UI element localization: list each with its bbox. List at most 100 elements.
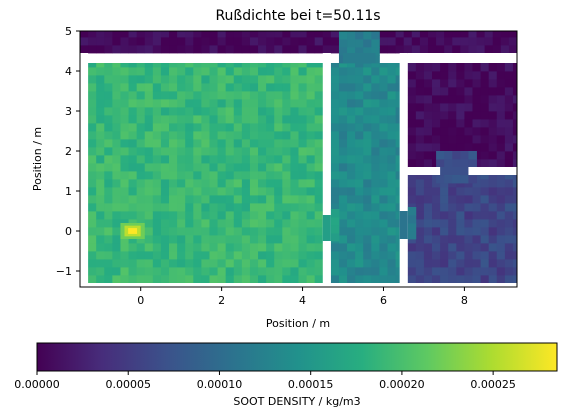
heatmap-cell <box>128 259 138 268</box>
heatmap-cell <box>233 147 243 156</box>
heatmap-cell <box>444 37 453 46</box>
heatmap-cell <box>104 227 113 236</box>
heatmap-cell <box>193 243 202 252</box>
heatmap-cell <box>440 127 449 136</box>
heatmap-cell <box>112 171 121 180</box>
heatmap-cell <box>379 243 388 252</box>
heatmap-cell <box>128 147 138 156</box>
hotspot <box>128 228 138 234</box>
heatmap-cell <box>512 127 518 136</box>
heatmap-cell <box>217 251 227 260</box>
heatmap-cell <box>379 219 388 228</box>
heatmap-cell <box>440 195 449 204</box>
heatmap-cell <box>104 171 113 180</box>
heatmap-cell <box>504 79 514 88</box>
heatmap-cell <box>395 243 401 252</box>
heatmap-cell <box>440 211 449 220</box>
heatmap-cell <box>347 275 356 284</box>
heatmap-cell <box>379 91 388 100</box>
heatmap-cell <box>363 235 372 244</box>
heatmap-cell <box>504 111 514 120</box>
heatmap-cell <box>314 267 324 276</box>
heatmap-cell <box>480 243 490 252</box>
heatmap-cell <box>330 171 340 180</box>
heatmap-cell <box>298 179 307 188</box>
heatmap-cell <box>201 67 210 76</box>
heatmap-cell <box>128 83 138 92</box>
heatmap-cell <box>347 203 356 212</box>
heatmap-cell <box>177 259 186 268</box>
heatmap-cell <box>88 275 97 284</box>
heatmap-cell <box>355 267 364 276</box>
heatmap-cell <box>407 111 417 120</box>
heatmap-cell <box>306 275 316 284</box>
heatmap-cell <box>233 75 243 84</box>
heatmap-cell <box>371 131 380 140</box>
heatmap-cell <box>96 75 105 84</box>
heatmap-cell <box>411 37 421 46</box>
heatmap-cell <box>440 119 449 128</box>
heatmap-cell <box>456 111 465 120</box>
plume-cell <box>330 233 340 242</box>
heatmap-cell <box>152 45 162 54</box>
heatmap-cell <box>128 139 138 148</box>
heatmap-cell <box>258 251 267 260</box>
heatmap-cell <box>160 171 170 180</box>
heatmap-cell <box>464 127 473 136</box>
heatmap-cell <box>448 195 457 204</box>
heatmap-cell <box>144 163 154 172</box>
heatmap-cell <box>314 115 324 124</box>
heatmap-cell <box>432 63 441 72</box>
heatmap-cell <box>512 87 518 96</box>
heatmap-cell <box>136 115 146 124</box>
heatmap-cell <box>480 235 490 244</box>
heatmap-cell <box>258 31 267 38</box>
heatmap-cell <box>480 275 490 284</box>
heatmap-cell <box>290 163 299 172</box>
heatmap-cell <box>249 259 259 268</box>
heatmap-cell <box>112 115 121 124</box>
heatmap-cell <box>290 275 299 284</box>
heatmap-cell <box>387 187 397 196</box>
heatmap-cell <box>282 179 291 188</box>
heatmap-cell <box>169 163 178 172</box>
heatmap-cell <box>112 63 121 68</box>
heatmap-cell <box>395 259 401 268</box>
heatmap-cell <box>104 63 113 68</box>
heatmap-cell <box>152 163 162 172</box>
heatmap-cell <box>290 219 299 228</box>
colorbar-tick-label: 0.00015 <box>288 378 334 391</box>
opening <box>322 215 331 241</box>
heatmap-cell <box>423 203 433 212</box>
heatmap-cell <box>258 123 267 132</box>
heatmap-cell <box>96 163 105 172</box>
heatmap-cell <box>201 171 210 180</box>
heatmap-cell <box>395 75 401 84</box>
heatmap-cell <box>496 119 506 128</box>
heatmap-cell <box>96 107 105 116</box>
heatmap-cell <box>314 83 324 92</box>
heatmap-cell <box>322 31 332 38</box>
heatmap-cell <box>160 75 170 84</box>
heatmap-cell <box>217 31 227 38</box>
heatmap-cell <box>448 71 457 80</box>
heatmap-cell <box>347 107 356 116</box>
heatmap-cell <box>258 99 267 108</box>
heatmap-cell <box>504 103 514 112</box>
heatmap-cell <box>233 251 243 260</box>
plume-cell <box>330 209 340 218</box>
heatmap-cell <box>193 115 202 124</box>
heatmap-cell <box>314 179 324 188</box>
heatmap-cell <box>104 187 113 196</box>
heatmap-cell <box>492 45 502 54</box>
heatmap-cell <box>201 259 210 268</box>
heatmap-cell <box>472 275 481 284</box>
heatmap-cell <box>217 83 227 92</box>
heatmap-cell <box>185 155 194 164</box>
plume-cell <box>338 39 348 48</box>
heatmap-cell <box>104 275 113 284</box>
heatmap-cell <box>193 227 202 236</box>
heatmap-cell <box>496 151 506 160</box>
opening <box>399 211 408 239</box>
heatmap-cell <box>128 163 138 172</box>
